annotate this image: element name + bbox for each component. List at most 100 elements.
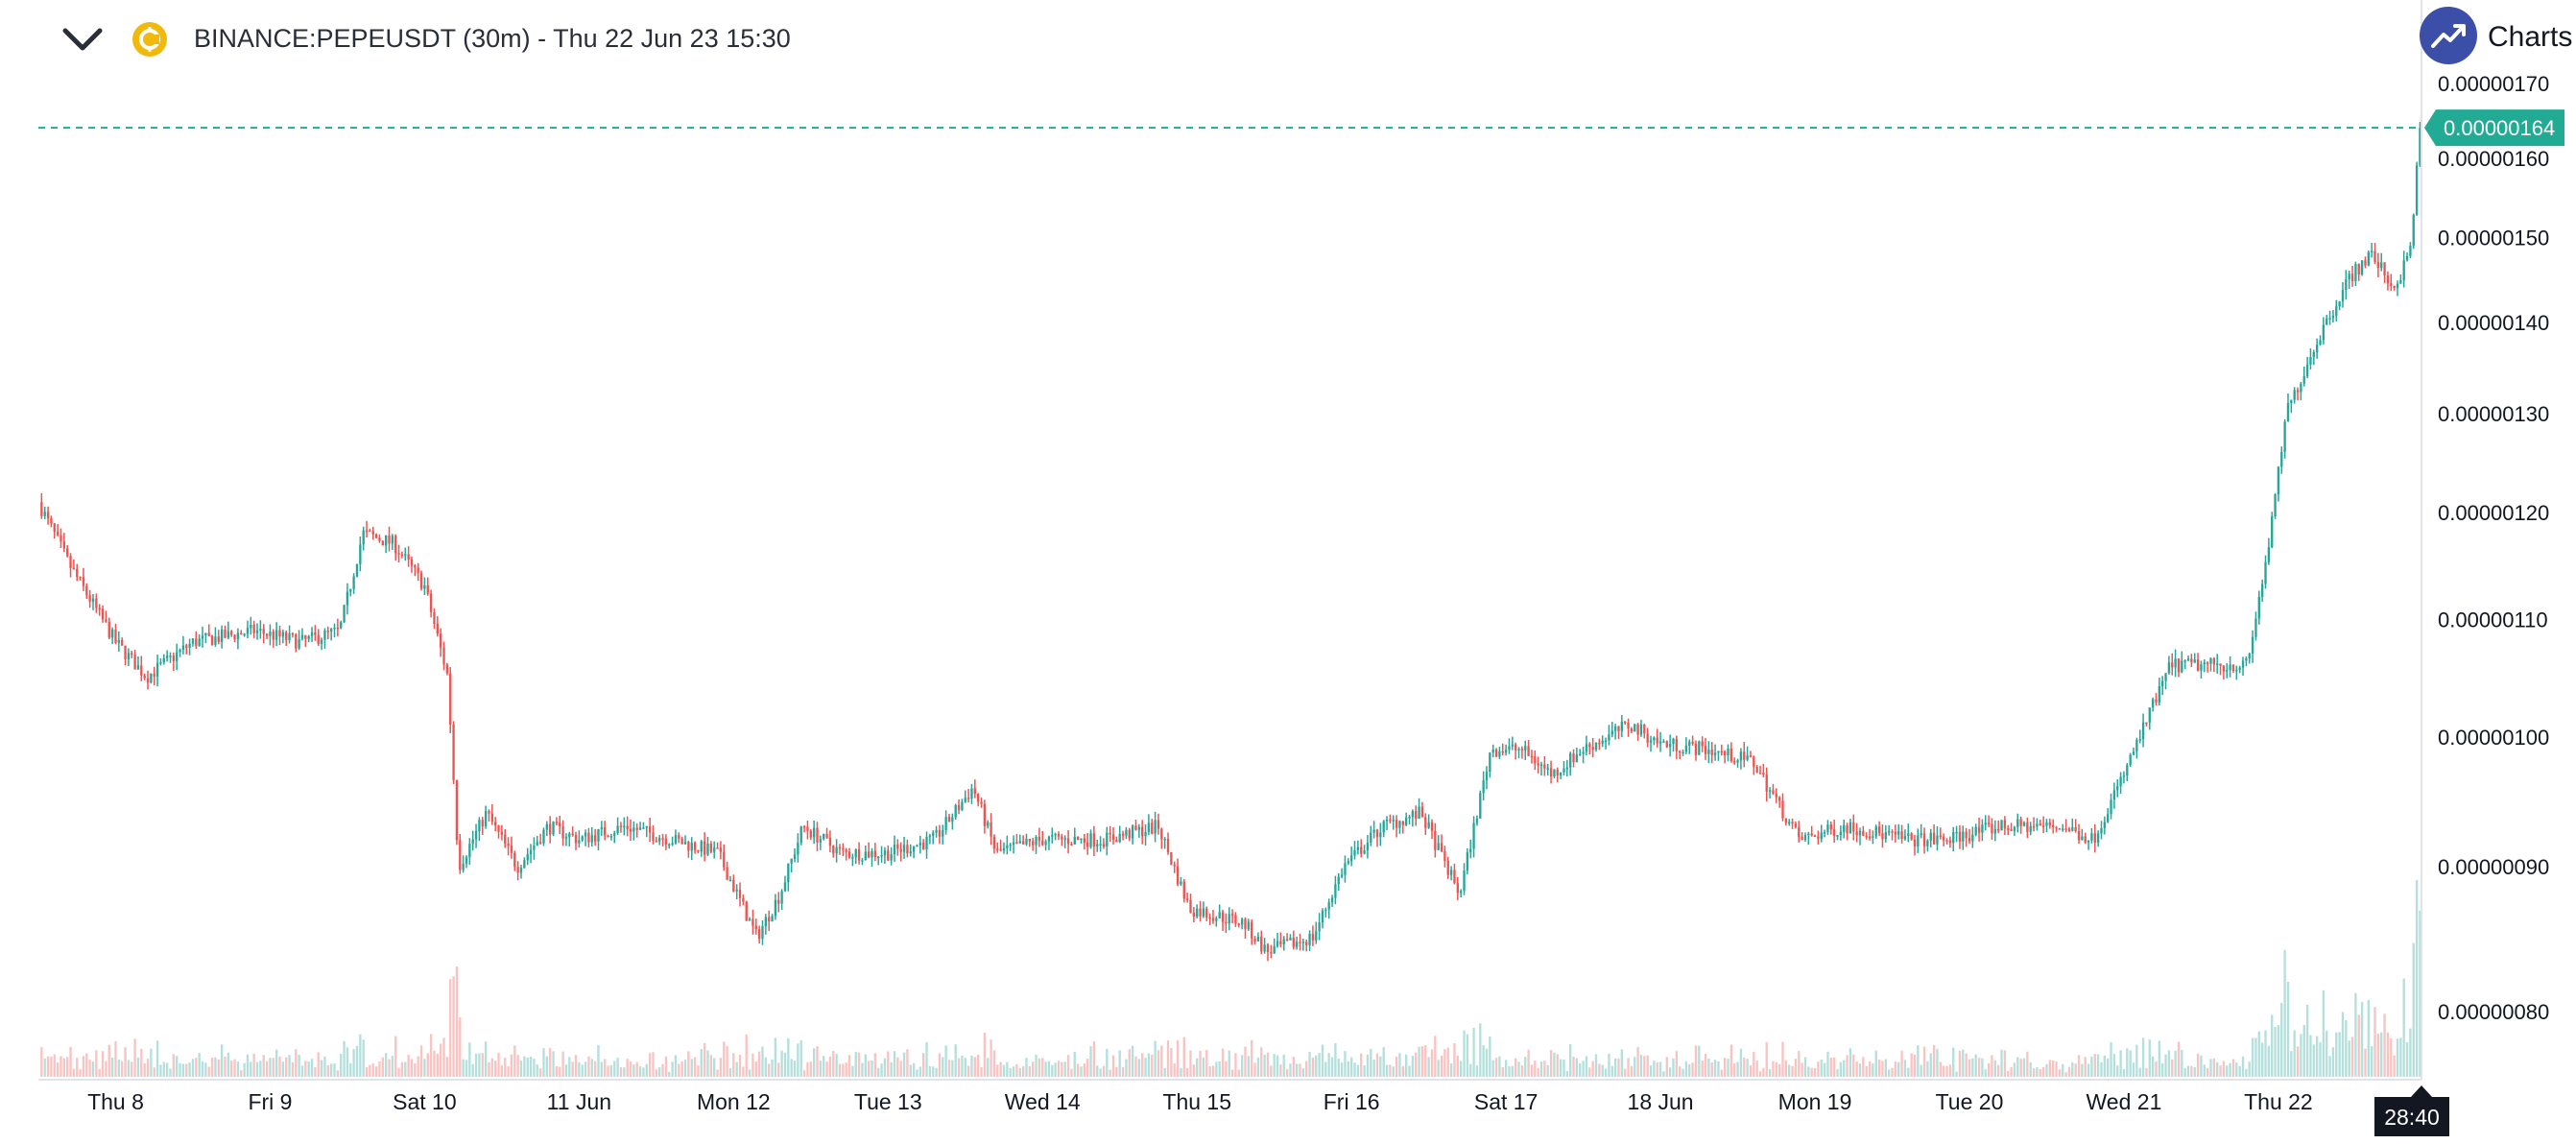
candle (1125, 826, 1128, 840)
candle (1263, 938, 1266, 954)
candle (2186, 655, 2190, 662)
volume-bar (1679, 1066, 1682, 1077)
volume-bar (619, 1067, 623, 1077)
candle (1173, 861, 1176, 873)
volume-bar (893, 1051, 896, 1077)
volume-bar (616, 1058, 619, 1077)
volume-bar (1434, 1036, 1437, 1077)
candle (2315, 338, 2319, 359)
candle (2122, 771, 2126, 784)
candle (2177, 657, 2181, 678)
candle (549, 816, 552, 844)
candle (658, 834, 661, 846)
candle (1285, 933, 1289, 941)
time-tick-label: 11 Jun (547, 1089, 611, 1114)
volume-bar (597, 1044, 600, 1077)
candle (973, 779, 976, 798)
candle (668, 843, 671, 849)
candle (1720, 744, 1723, 756)
volume-bar (2193, 1067, 2196, 1077)
volume-bar (655, 1069, 658, 1077)
volume-bar (2302, 1024, 2305, 1077)
candle (2041, 816, 2045, 834)
volume-bar (359, 1034, 362, 1077)
candle (2322, 317, 2326, 345)
candle (1991, 818, 1993, 841)
price-tick-label: 0.00000090 (2438, 855, 2549, 879)
candle (2357, 263, 2360, 281)
candle (1897, 823, 1900, 840)
volume-bar (1575, 1058, 1579, 1077)
candle (1929, 828, 1932, 847)
candle (1662, 739, 1665, 744)
candle (1096, 840, 1099, 852)
candle (1379, 822, 1382, 846)
volume-bar (2390, 1038, 2393, 1077)
volume-bar (728, 1067, 732, 1077)
collapse-button[interactable] (58, 17, 107, 63)
volume-bar (1012, 1066, 1015, 1077)
volume-bar (1237, 1069, 1240, 1077)
candle (2126, 763, 2129, 782)
candle (2203, 659, 2206, 673)
candle (832, 845, 835, 858)
time-axis[interactable]: Thu 8 Fri 9 Sat 10 11 Jun Mon 12 Tue 13 Wed 14… (87, 1089, 2313, 1114)
candle (1936, 826, 1939, 851)
candle (896, 839, 899, 856)
volume-bar (1415, 1052, 1418, 1077)
volume-bar (269, 1058, 272, 1077)
candle (568, 831, 571, 846)
candle (1646, 727, 1649, 748)
volume-bar (2219, 1065, 2222, 1077)
volume-bar (2116, 1065, 2119, 1077)
candle (243, 632, 246, 637)
candle (581, 835, 584, 843)
candle (697, 849, 700, 854)
volume-bar (2048, 1060, 2052, 1077)
last-price-tag: 0.00000164 (2424, 109, 2564, 147)
volume-bar (1729, 1044, 1733, 1077)
volume-bar (1813, 1067, 1817, 1077)
volume-bar (1791, 1065, 1794, 1077)
candle (1894, 824, 1897, 843)
candle (709, 841, 713, 854)
volume-bar (349, 1062, 352, 1077)
volume-bar (799, 1039, 802, 1077)
candle (2370, 243, 2373, 258)
volume-bar (2122, 1068, 2126, 1077)
volume-bar (664, 1056, 668, 1077)
volume-bar (999, 1061, 1002, 1077)
candle (1498, 747, 1501, 759)
volume-bar (2419, 910, 2421, 1077)
candle (1910, 832, 1913, 841)
candle (391, 534, 394, 550)
candle (1154, 811, 1157, 843)
candle (700, 840, 703, 857)
volume-bar (1404, 1054, 1408, 1077)
candle (2393, 285, 2396, 291)
candle (828, 830, 832, 853)
candle (2087, 840, 2090, 850)
volume-bar (1157, 1050, 1160, 1077)
candle (2032, 817, 2036, 832)
charts-badge[interactable]: Charts p (2419, 6, 2576, 69)
price-axis[interactable]: 0.000000800.000000900.000001000.00000110… (2438, 72, 2549, 1024)
candle (176, 643, 179, 671)
volume-bar (2112, 1054, 2116, 1077)
volume-bar (1449, 1062, 1453, 1077)
candle (1389, 814, 1392, 824)
volume-bar (217, 1059, 220, 1077)
volume-bar (1537, 1067, 1539, 1077)
volume-bar (916, 1069, 918, 1077)
candle (745, 900, 748, 921)
volume-bar (1604, 1068, 1608, 1077)
candle (1344, 855, 1347, 883)
volume-bar (571, 1061, 574, 1077)
candle (1723, 750, 1727, 764)
volume-bar (2348, 1040, 2350, 1077)
volume-bar (1102, 1065, 1106, 1077)
volume-bar (526, 1058, 529, 1077)
volume-bar (2000, 1049, 2003, 1077)
volume-bar (1266, 1052, 1270, 1077)
